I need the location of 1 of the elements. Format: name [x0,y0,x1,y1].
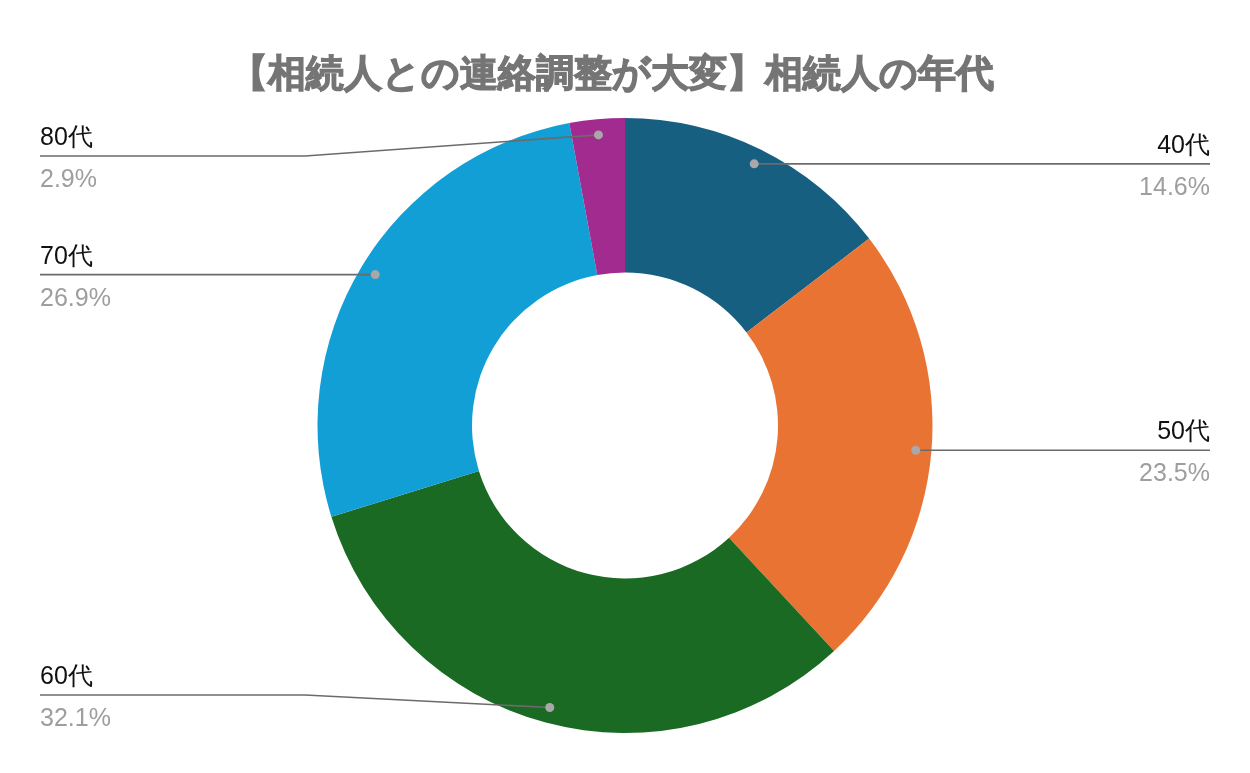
title: 【相続人との連絡調整が大変】相続人の年代 [230,52,994,94]
